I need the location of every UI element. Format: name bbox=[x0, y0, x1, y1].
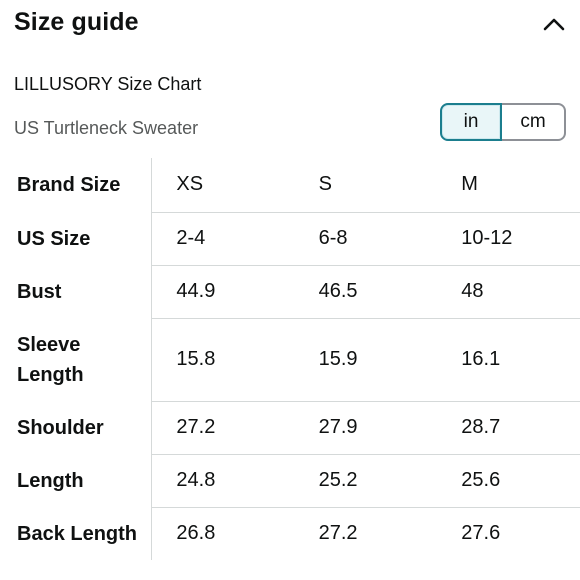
size-chart-product: US Turtleneck Sweater bbox=[14, 118, 199, 138]
table-cell: 15.8 bbox=[151, 318, 295, 402]
unit-in-button[interactable]: in bbox=[440, 103, 502, 141]
unit-cm-button[interactable]: cm bbox=[502, 103, 566, 141]
table-row: Shoulder 27.2 27.9 28.7 bbox=[0, 401, 580, 455]
unit-toggle: in cm bbox=[440, 103, 566, 141]
row-label: Sleeve Length bbox=[0, 318, 153, 401]
table-row: Length 24.8 25.2 25.6 bbox=[0, 454, 580, 508]
size-chart-brand: LILLUSORY Size Chart bbox=[14, 74, 202, 94]
size-guide-header[interactable]: Size guide bbox=[14, 6, 570, 42]
table-cell: XS bbox=[151, 158, 295, 213]
size-guide-title: Size guide bbox=[14, 8, 139, 36]
row-label: Back Length bbox=[0, 507, 153, 560]
row-label: Bust bbox=[0, 265, 153, 318]
table-cell: S bbox=[294, 158, 438, 213]
table-row: US Size 2-4 6-8 10-12 bbox=[0, 212, 580, 266]
row-label: Shoulder bbox=[0, 401, 153, 454]
size-table: Brand Size XS S M US Size 2-4 6-8 10-12 … bbox=[0, 158, 580, 560]
table-cell: 48 bbox=[437, 265, 580, 319]
table-row: Back Length 26.8 27.2 27.6 bbox=[0, 507, 580, 560]
table-cell: 28.7 bbox=[437, 401, 580, 455]
row-label: Length bbox=[0, 454, 153, 507]
table-cell: 27.2 bbox=[151, 401, 295, 455]
table-cell: 25.2 bbox=[294, 454, 438, 508]
table-cell: 10-12 bbox=[437, 212, 580, 266]
table-cell: 25.6 bbox=[437, 454, 580, 508]
row-label: Brand Size bbox=[0, 158, 153, 212]
table-row: Brand Size XS S M bbox=[0, 158, 580, 213]
table-row: Sleeve Length 15.8 15.9 16.1 bbox=[0, 318, 580, 402]
table-cell: 27.9 bbox=[294, 401, 438, 455]
table-row: Bust 44.9 46.5 48 bbox=[0, 265, 580, 319]
table-cell: 2-4 bbox=[151, 212, 295, 266]
table-cell: 24.8 bbox=[151, 454, 295, 508]
table-cell: 6-8 bbox=[294, 212, 438, 266]
row-label: US Size bbox=[0, 212, 153, 265]
table-cell: 26.8 bbox=[176, 522, 216, 545]
table-cell: 16.1 bbox=[437, 318, 580, 402]
table-cell: 44.9 bbox=[151, 265, 295, 319]
table-cell: 27.6 bbox=[461, 522, 501, 545]
table-cell: 46.5 bbox=[294, 265, 438, 319]
chevron-up-icon[interactable] bbox=[540, 12, 568, 36]
table-cell: 27.2 bbox=[318, 522, 358, 545]
table-cell: M bbox=[437, 158, 580, 213]
table-cell: 15.9 bbox=[294, 318, 438, 402]
